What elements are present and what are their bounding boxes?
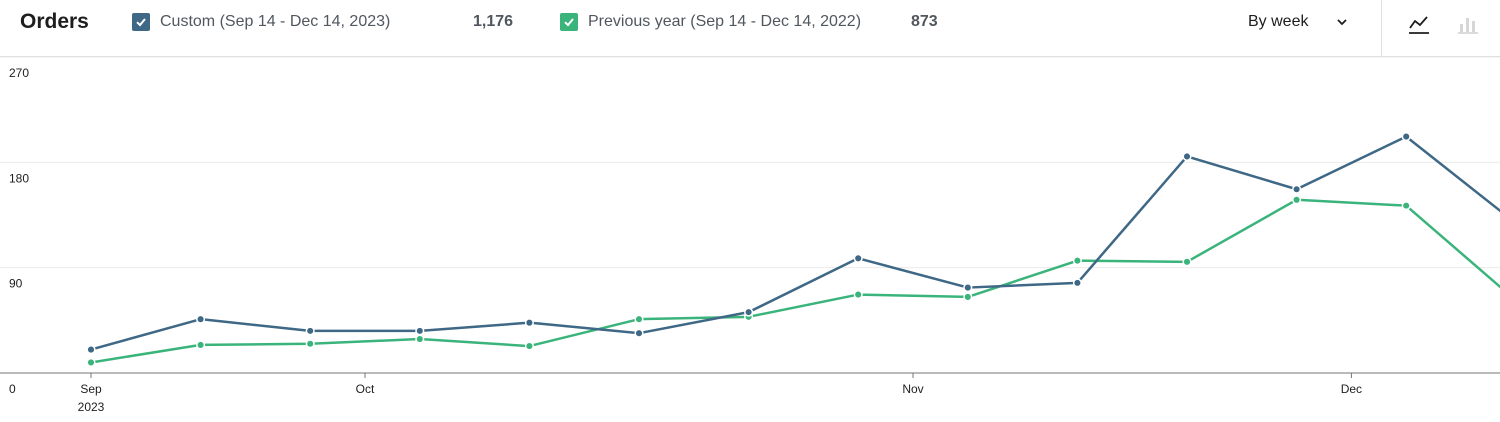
x-tick-label: Sep [80, 382, 102, 396]
line-chart: 0 90 180 270 Sep 2023 Oct Nov Dec [0, 57, 1500, 414]
data-point-current [1401, 132, 1411, 142]
x-tick-label: Oct [356, 382, 375, 396]
legend-item-previous[interactable]: Previous year (Sep 14 - Dec 14, 2022) [560, 11, 861, 33]
x-tick-label: Dec [1341, 382, 1362, 396]
legend-label-previous: Previous year (Sep 14 - Dec 14, 2022) [588, 13, 862, 30]
data-point-previous [963, 292, 973, 302]
data-point-current [524, 318, 534, 328]
data-point-current [963, 283, 973, 293]
bar-chart-icon [1458, 18, 1478, 34]
series-line-previous [90, 198, 1500, 364]
data-point-previous [196, 340, 206, 350]
x-tick-label: Nov [902, 382, 923, 396]
data-point-current [196, 314, 206, 324]
data-point-current [415, 326, 425, 336]
data-point-previous [1072, 256, 1082, 266]
data-point-current [1292, 184, 1302, 194]
data-point-previous [1292, 195, 1302, 205]
data-point-current [86, 345, 96, 355]
checkmark-icon [564, 18, 574, 27]
data-point-current [744, 307, 754, 317]
data-point-previous [415, 334, 425, 344]
data-point-previous [1401, 201, 1411, 211]
legend-label-current: Custom (Sep 14 - Dec 14, 2023) [160, 13, 391, 30]
chart-header: Orders Custom (Sep 14 - Dec 14, 2023) 1,… [0, 0, 1500, 56]
series-line-current [90, 135, 1500, 351]
legend-item-current[interactable]: Custom (Sep 14 - Dec 14, 2023) [132, 11, 390, 33]
toolbar-divider [1381, 0, 1382, 56]
data-point-previous [86, 357, 96, 368]
bar-chart-button[interactable] [1451, 7, 1485, 41]
x-tick-sublabel: 2023 [78, 400, 105, 414]
data-point-previous [524, 341, 534, 351]
y-tick-label: 90 [9, 277, 23, 291]
data-point-current [305, 326, 315, 336]
line-chart-button[interactable] [1402, 7, 1436, 41]
checkbox-current[interactable] [132, 13, 150, 31]
interval-select[interactable]: By week [1238, 5, 1358, 39]
chart-title: Orders [20, 10, 89, 33]
data-point-previous [305, 339, 315, 349]
line-chart-icon [1409, 16, 1429, 34]
interval-value: By week [1248, 13, 1309, 30]
total-previous: 873 [911, 13, 938, 30]
data-point-current [1182, 151, 1192, 162]
data-point-current [853, 253, 863, 263]
y-tick-label: 0 [9, 382, 16, 396]
data-point-previous [634, 314, 644, 324]
data-point-previous [853, 290, 863, 300]
data-point-current [1072, 278, 1082, 288]
checkmark-icon [136, 18, 146, 27]
data-point-previous [1182, 257, 1192, 267]
data-point-current [634, 328, 644, 338]
y-tick-label: 180 [9, 171, 29, 185]
y-tick-label: 270 [9, 66, 29, 80]
total-current: 1,176 [473, 13, 514, 30]
checkbox-previous[interactable] [560, 13, 578, 31]
chevron-down-icon [1337, 19, 1347, 26]
